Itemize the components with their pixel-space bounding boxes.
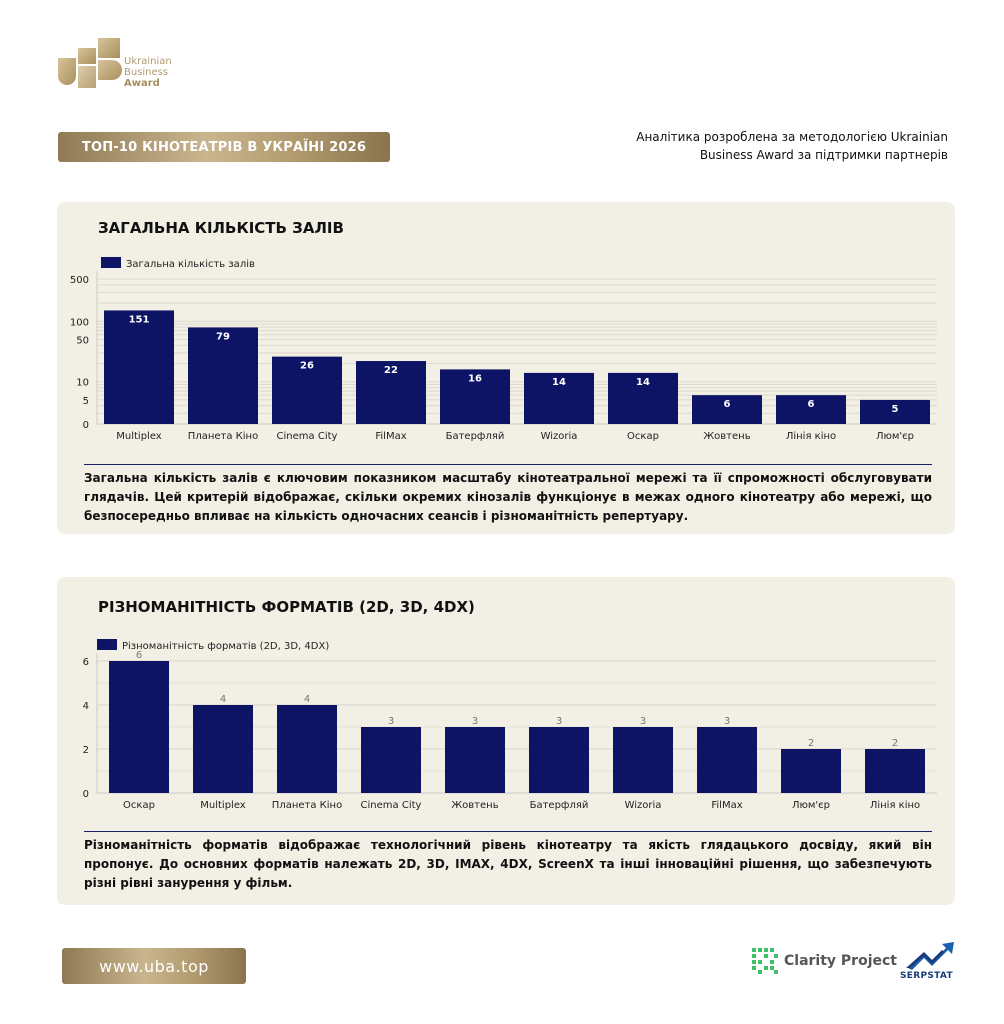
- legend-swatch: [101, 257, 121, 268]
- x-tick-label: Оскар: [123, 800, 155, 811]
- methodology-note: Аналітика розроблена за методологією Ukr…: [636, 130, 948, 162]
- y-tick-label: 5: [83, 396, 89, 407]
- bar: [860, 399, 930, 424]
- bar: [188, 327, 258, 424]
- website-link[interactable]: www.uba.top: [62, 948, 246, 984]
- x-tick-label: Жовтень: [451, 800, 498, 811]
- bar: [277, 705, 337, 793]
- clarity-project-name: Clarity Project: [784, 953, 897, 969]
- x-tick-label: FilMax: [711, 800, 742, 811]
- bar: [193, 705, 253, 793]
- logo-wordmark: Ukrainian Business Award: [124, 56, 172, 89]
- x-tick-label: Батерфляй: [446, 431, 505, 442]
- formats-description: Різноманітність форматів відображає техн…: [84, 831, 932, 893]
- x-tick-label: Люм'єр: [876, 431, 914, 442]
- data-label: 3: [640, 716, 646, 727]
- legend-label: Різноманітність форматів (2D, 3D, 4DX): [122, 640, 329, 652]
- y-tick-label: 0: [83, 789, 89, 800]
- bar: [109, 661, 169, 793]
- x-tick-label: Multiplex: [200, 800, 246, 811]
- x-tick-label: Оскар: [627, 431, 659, 442]
- ukrainian-business-award-logo: [58, 38, 122, 88]
- bar: [440, 369, 510, 424]
- y-tick-label: 0: [83, 420, 89, 431]
- legend-swatch: [97, 639, 117, 650]
- y-tick-label: 100: [70, 317, 89, 328]
- bar: [356, 361, 426, 424]
- x-tick-label: Планета Кіно: [188, 430, 258, 442]
- x-tick-label: Multiplex: [116, 431, 162, 442]
- halls-count-chart: 0 5 10 50 100 500 Загальна кількість залів 151 M…: [70, 257, 937, 442]
- bar: [608, 372, 678, 424]
- halls-count-title: ЗАГАЛЬНА КІЛЬКІСТЬ ЗАЛІВ: [98, 219, 344, 237]
- bar: [776, 395, 846, 424]
- formats-title: РІЗНОМАНІТНІСТЬ ФОРМАТІВ (2D, 3D, 4DX): [98, 598, 475, 616]
- data-label: 2: [808, 738, 814, 749]
- halls-count-description: Загальна кількість залів є ключовим пока…: [84, 464, 932, 526]
- formats-card: РІЗНОМАНІТНІСТЬ ФОРМАТІВ (2D, 3D, 4DX) 0…: [57, 577, 955, 905]
- data-label: 2: [892, 738, 898, 749]
- bar: [529, 727, 589, 793]
- x-tick-label: Wizoria: [541, 431, 578, 442]
- page-title: ТОП-10 КІНОТЕАТРІВ В УКРАЇНІ 2026: [81, 139, 367, 155]
- bar: [692, 395, 762, 424]
- x-tick-label: Cinema City: [277, 431, 338, 442]
- data-label: 6: [136, 650, 142, 661]
- x-tick-label: Wizoria: [625, 800, 662, 811]
- x-tick-label: Лінія кіно: [870, 799, 920, 811]
- page-title-banner: ТОП-10 КІНОТЕАТРІВ В УКРАЇНІ 2026: [58, 132, 390, 162]
- bar: [272, 356, 342, 424]
- serpstat-icon: [906, 942, 954, 970]
- x-tick-label: Батерфляй: [530, 800, 589, 811]
- clarity-grid-icon: [752, 948, 778, 974]
- bar: [697, 727, 757, 793]
- data-label: 151: [129, 314, 150, 325]
- bar: [613, 727, 673, 793]
- data-label: 14: [552, 377, 566, 388]
- data-label: 22: [384, 365, 398, 376]
- x-tick-label: Люм'єр: [792, 800, 830, 811]
- bar: [781, 749, 841, 793]
- y-tick-label: 500: [70, 275, 89, 286]
- data-label: 3: [724, 716, 730, 727]
- data-label: 3: [388, 716, 394, 727]
- x-tick-label: FilMax: [375, 431, 406, 442]
- data-label: 79: [216, 331, 230, 342]
- data-label: 6: [808, 399, 815, 410]
- y-tick-label: 50: [76, 335, 89, 346]
- serpstat-name: SERPSTAT: [900, 971, 953, 981]
- bar: [104, 310, 174, 424]
- data-label: 3: [472, 716, 478, 727]
- x-tick-label: Планета Кіно: [272, 799, 342, 811]
- x-tick-label: Cinema City: [361, 800, 422, 811]
- data-label: 14: [636, 377, 650, 388]
- x-tick-label: Жовтень: [703, 431, 750, 442]
- bar: [865, 749, 925, 793]
- y-tick-label: 6: [83, 657, 89, 668]
- bar: [524, 372, 594, 424]
- data-label: 5: [892, 404, 899, 415]
- data-label: 3: [556, 716, 562, 727]
- legend-label: Загальна кількість залів: [126, 258, 255, 270]
- data-label: 16: [468, 373, 482, 384]
- clarity-project-logo: Clarity Project: [752, 948, 897, 974]
- y-tick-label: 10: [76, 378, 89, 389]
- bar: [361, 727, 421, 793]
- data-label: 26: [300, 361, 314, 372]
- data-label: 4: [220, 694, 226, 705]
- data-label: 6: [724, 399, 731, 410]
- y-tick-label: 2: [83, 745, 89, 756]
- website-url: www.uba.top: [99, 956, 209, 976]
- bar: [445, 727, 505, 793]
- halls-count-card: ЗАГАЛЬНА КІЛЬКІСТЬ ЗАЛІВ 0 5 10 50 100 500 Заг…: [57, 202, 955, 534]
- x-tick-label: Лінія кіно: [786, 430, 836, 442]
- data-label: 4: [304, 694, 310, 705]
- y-tick-label: 4: [83, 701, 89, 712]
